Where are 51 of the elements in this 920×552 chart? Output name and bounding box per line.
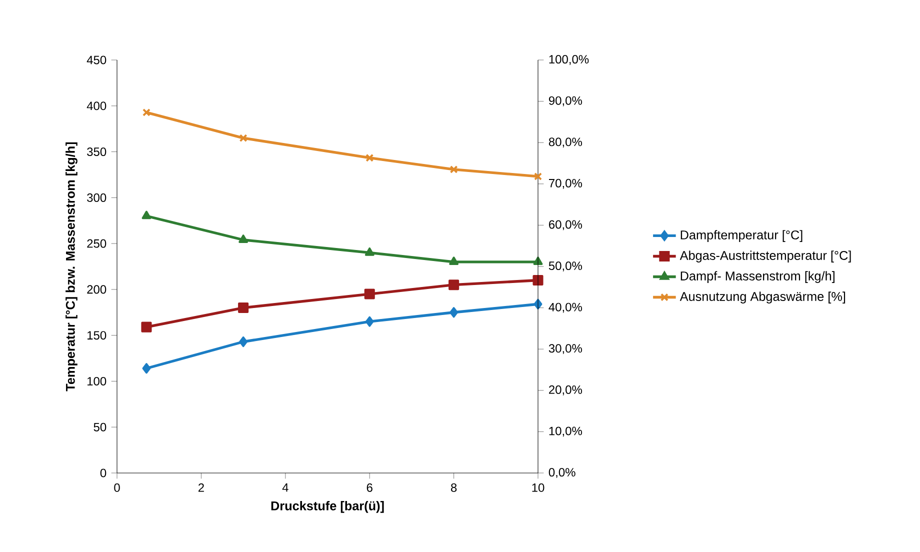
x-axis-title: Druckstufe [bar(ü)] — [271, 501, 384, 513]
y-tick-label: 150 — [88, 331, 106, 340]
point — [365, 316, 374, 327]
y2-tick-label: 50,0% — [548, 262, 582, 272]
y-tick-label: 400 — [86, 102, 106, 110]
y2-tick-label: 70,0% — [549, 178, 582, 189]
y2-tick-label: 60,0% — [549, 220, 582, 230]
point — [364, 247, 374, 256]
y2-tick-label: 90,0% — [548, 96, 582, 106]
y2-tick-label: 30,0% — [548, 344, 582, 354]
point — [449, 256, 458, 266]
point — [450, 307, 458, 318]
legend-label: Ausnutzung Abgaswärme [%] — [680, 292, 846, 304]
x-tick-label: 10 — [532, 483, 544, 492]
y-tick-label: 300 — [87, 193, 106, 202]
x-tick-label: 6 — [366, 483, 372, 492]
y2-tick-label: 20,0% — [549, 385, 582, 396]
x-tick-label: 8 — [450, 483, 457, 492]
y2-tick-label: 10,0% — [549, 426, 582, 437]
y-tick-label: 200 — [87, 285, 106, 294]
y2-tick-label: 100,0% — [549, 55, 589, 65]
point — [141, 322, 152, 332]
point — [534, 172, 542, 180]
point — [142, 363, 151, 374]
point — [238, 234, 248, 244]
point — [239, 134, 248, 142]
legend-label: Dampf- Massenstrom [kg/h] — [680, 271, 834, 283]
y-tick-label: 450 — [86, 56, 106, 64]
y-tick-label: 350 — [87, 148, 106, 156]
y2-tick-label: 40,0% — [548, 302, 582, 313]
point — [142, 108, 150, 116]
y-tick-label: 250 — [87, 239, 106, 248]
point — [532, 274, 544, 286]
point — [450, 165, 458, 174]
y-tick-label: 50 — [94, 422, 106, 432]
x-tick-label: 2 — [198, 483, 204, 492]
y-tick-label: 100 — [88, 376, 106, 386]
x-tick-label: 0 — [114, 483, 120, 492]
y-axis-title: Temperatur [°C] bzw. Massenstrom [kg/h] — [66, 142, 78, 392]
x-tick-label: 4 — [282, 483, 288, 492]
legend-label: Dampftemperatur [°C] — [680, 230, 802, 242]
y2-tick-label: 80,0% — [548, 138, 582, 148]
point — [448, 280, 460, 290]
point — [364, 288, 375, 300]
y2-tick-label: 0,0% — [548, 468, 576, 478]
point — [366, 154, 374, 162]
point — [238, 302, 249, 314]
point — [239, 336, 248, 348]
point — [142, 210, 152, 220]
y-tick-label: 0 — [100, 468, 106, 478]
legend-label: Abgas-Austrittstemperatur [°C] — [680, 250, 851, 262]
